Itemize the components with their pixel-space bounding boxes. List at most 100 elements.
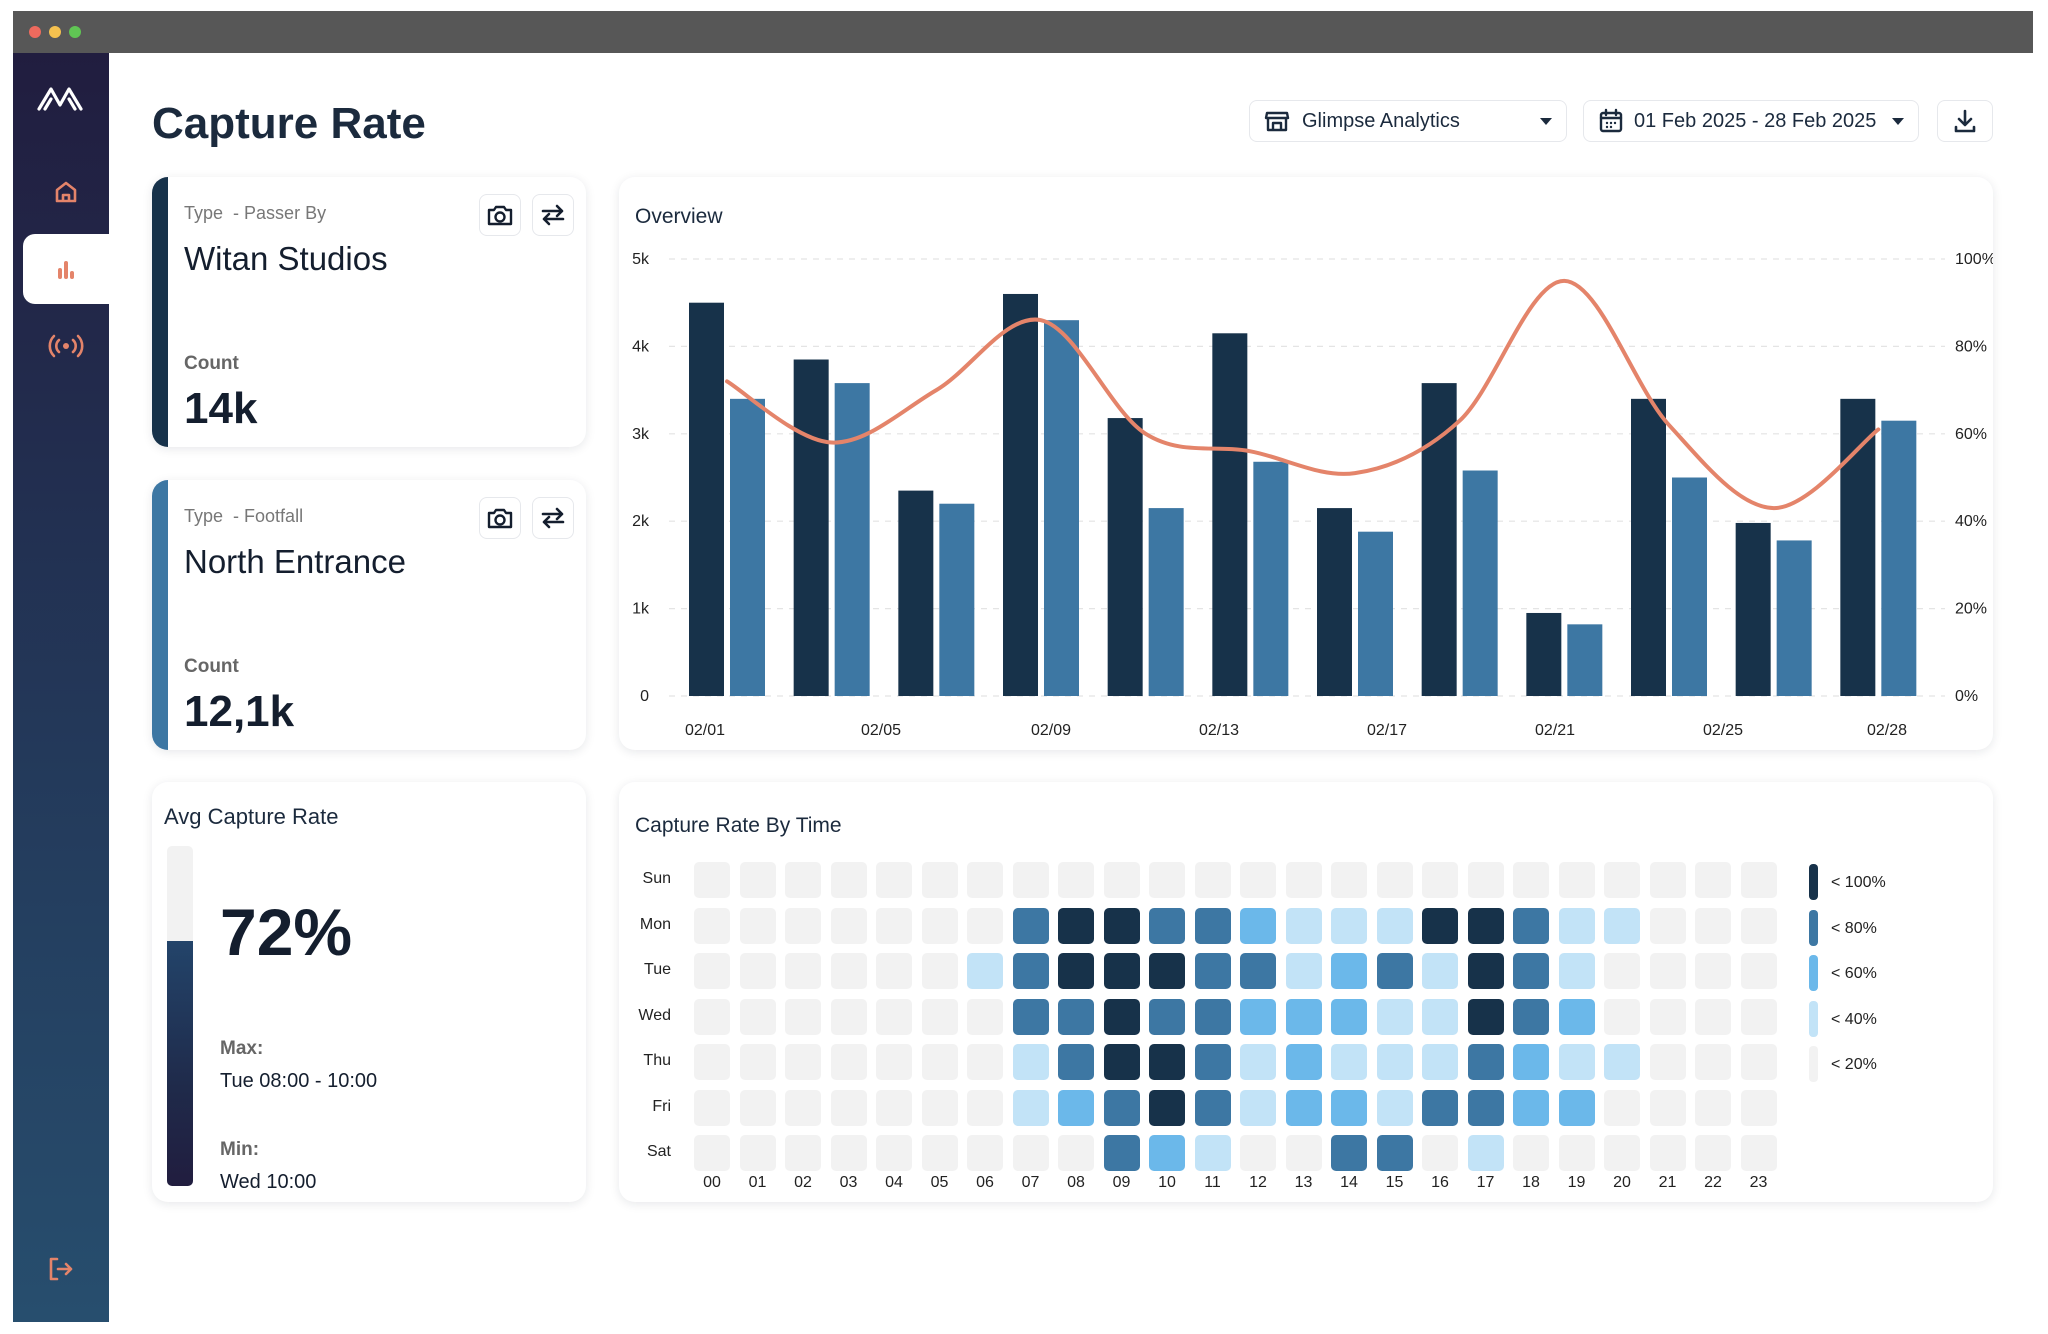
heatmap-cell[interactable] [921, 998, 958, 1035]
heatmap-cell[interactable] [1467, 953, 1504, 989]
heatmap-cell[interactable] [1558, 907, 1595, 944]
heatmap-cell[interactable] [1422, 953, 1458, 989]
heatmap-cell[interactable] [1285, 1135, 1322, 1171]
date-range-select[interactable]: 01 Feb 2025 - 28 Feb 2025 [1583, 100, 1919, 142]
heatmap-cell[interactable] [1376, 1044, 1413, 1080]
heatmap-cell[interactable] [1331, 953, 1367, 989]
heatmap-cell[interactable] [1513, 862, 1549, 898]
maximize-window-button[interactable] [69, 26, 81, 38]
heatmap-cell[interactable] [1604, 907, 1640, 944]
heatmap-cell[interactable] [1103, 907, 1140, 944]
heatmap-cell[interactable] [1740, 862, 1777, 898]
heatmap-cell[interactable] [1695, 953, 1731, 989]
swap-button[interactable] [532, 194, 574, 236]
heatmap-cell[interactable] [1103, 1044, 1140, 1080]
heatmap-cell[interactable] [1649, 862, 1686, 898]
heatmap-cell[interactable] [1558, 953, 1595, 989]
heatmap-cell[interactable] [1331, 998, 1367, 1035]
heatmap-cell[interactable] [1103, 862, 1140, 898]
heatmap-cell[interactable] [1240, 998, 1276, 1035]
camera-button[interactable] [479, 497, 521, 539]
heatmap-cell[interactable] [1285, 1089, 1322, 1126]
heatmap-cell[interactable] [785, 1044, 821, 1080]
heatmap-cell[interactable] [1103, 953, 1140, 989]
heatmap-cell[interactable] [1513, 953, 1549, 989]
heatmap-cell[interactable] [1604, 953, 1640, 989]
heatmap-cell[interactable] [1695, 1089, 1731, 1126]
heatmap-cell[interactable] [1194, 998, 1231, 1035]
heatmap-cell[interactable] [694, 1044, 730, 1080]
camera-button[interactable] [479, 194, 521, 236]
heatmap-cell[interactable] [1058, 1135, 1094, 1171]
heatmap-cell[interactable] [1558, 1135, 1595, 1171]
heatmap-cell[interactable] [1149, 1044, 1185, 1080]
heatmap-cell[interactable] [1695, 1135, 1731, 1171]
heatmap-cell[interactable] [785, 998, 821, 1035]
heatmap-cell[interactable] [1467, 907, 1504, 944]
heatmap-cell[interactable] [1558, 862, 1595, 898]
heatmap-cell[interactable] [1695, 1044, 1731, 1080]
heatmap-cell[interactable] [1467, 998, 1504, 1035]
heatmap-cell[interactable] [1649, 953, 1686, 989]
close-window-button[interactable] [29, 26, 41, 38]
heatmap-cell[interactable] [1740, 1135, 1777, 1171]
heatmap-cell[interactable] [830, 1044, 867, 1080]
download-button[interactable] [1937, 100, 1993, 142]
heatmap-cell[interactable] [1240, 953, 1276, 989]
heatmap-cell[interactable] [1376, 1135, 1413, 1171]
heatmap-cell[interactable] [1740, 953, 1777, 989]
heatmap-cell[interactable] [1285, 907, 1322, 944]
heatmap-cell[interactable] [1422, 1089, 1458, 1126]
heatmap-cell[interactable] [1695, 907, 1731, 944]
heatmap-cell[interactable] [694, 1089, 730, 1126]
heatmap-cell[interactable] [1467, 1089, 1504, 1126]
heatmap-cell[interactable] [1467, 1044, 1504, 1080]
heatmap-cell[interactable] [1467, 862, 1504, 898]
heatmap-cell[interactable] [921, 862, 958, 898]
swap-button[interactable] [532, 497, 574, 539]
minimize-window-button[interactable] [49, 26, 61, 38]
heatmap-cell[interactable] [1422, 998, 1458, 1035]
heatmap-cell[interactable] [739, 998, 776, 1035]
heatmap-cell[interactable] [921, 1089, 958, 1126]
heatmap-cell[interactable] [1012, 998, 1049, 1035]
heatmap-cell[interactable] [1058, 907, 1094, 944]
heatmap-cell[interactable] [1103, 1135, 1140, 1171]
heatmap-cell[interactable] [1422, 1044, 1458, 1080]
heatmap-cell[interactable] [1058, 1044, 1094, 1080]
heatmap-cell[interactable] [1012, 1044, 1049, 1080]
heatmap-cell[interactable] [1149, 1135, 1185, 1171]
logo-icon[interactable] [35, 81, 85, 115]
heatmap-cell[interactable] [1604, 1044, 1640, 1080]
heatmap-cell[interactable] [1012, 953, 1049, 989]
heatmap-cell[interactable] [785, 953, 821, 989]
heatmap-cell[interactable] [1240, 862, 1276, 898]
heatmap-cell[interactable] [1649, 1044, 1686, 1080]
heatmap-cell[interactable] [967, 1089, 1003, 1126]
heatmap-cell[interactable] [1058, 998, 1094, 1035]
heatmap-cell[interactable] [1149, 862, 1185, 898]
heatmap-cell[interactable] [1558, 1089, 1595, 1126]
heatmap-cell[interactable] [694, 998, 730, 1035]
heatmap-cell[interactable] [785, 1135, 821, 1171]
heatmap-cell[interactable] [1558, 1044, 1595, 1080]
heatmap-cell[interactable] [1695, 998, 1731, 1035]
heatmap-cell[interactable] [1467, 1135, 1504, 1171]
heatmap-cell[interactable] [1422, 907, 1458, 944]
heatmap-cell[interactable] [1649, 907, 1686, 944]
heatmap-cell[interactable] [694, 1135, 730, 1171]
heatmap-cell[interactable] [1103, 1089, 1140, 1126]
heatmap-cell[interactable] [1058, 1089, 1094, 1126]
sidebar-item-analytics[interactable] [23, 234, 109, 304]
heatmap-cell[interactable] [1513, 1135, 1549, 1171]
heatmap-cell[interactable] [921, 953, 958, 989]
heatmap-cell[interactable] [1376, 998, 1413, 1035]
heatmap-cell[interactable] [1012, 862, 1049, 898]
logout-button[interactable] [44, 1253, 76, 1285]
sidebar-item-home[interactable] [23, 157, 109, 227]
heatmap-cell[interactable] [1240, 1089, 1276, 1126]
heatmap-cell[interactable] [830, 998, 867, 1035]
heatmap-cell[interactable] [739, 907, 776, 944]
heatmap-cell[interactable] [1149, 953, 1185, 989]
heatmap-cell[interactable] [1376, 1089, 1413, 1126]
